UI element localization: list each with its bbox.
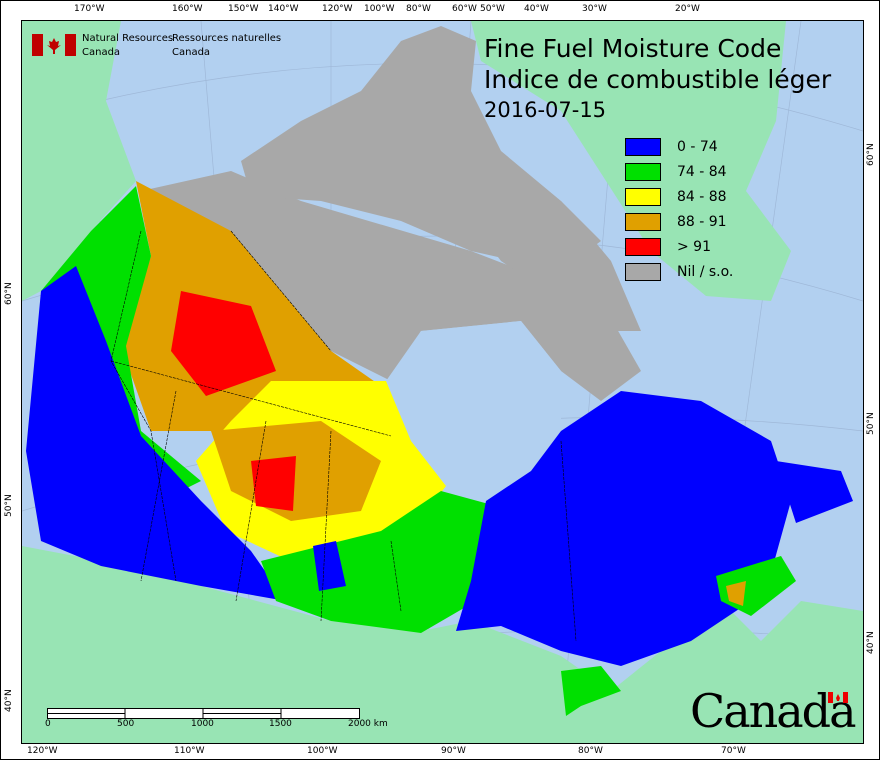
org-country-en: Canada xyxy=(82,47,121,58)
top-tick-label: 50°W xyxy=(480,4,505,14)
bottom-tick-label: 70°W xyxy=(721,746,746,756)
top-tick-label: 60°W xyxy=(452,4,477,14)
scale-label: 500 xyxy=(117,719,135,729)
legend-label: 0 - 74 xyxy=(677,138,718,155)
legend-label: 74 - 84 xyxy=(677,163,727,180)
legend-item: 0 - 74 xyxy=(625,134,733,159)
hudson-bay xyxy=(386,321,561,501)
legend-swatch xyxy=(625,237,661,256)
top-tick-label: 120°W xyxy=(322,4,353,14)
zone-74-84-central xyxy=(261,491,496,633)
bottom-tick-label: 120°W xyxy=(27,746,58,756)
scale-bar-graphic xyxy=(47,708,360,719)
alaska-land xyxy=(22,21,136,301)
org-name-en: Natural Resources xyxy=(82,33,174,44)
legend-item: > 91 xyxy=(625,234,733,259)
legend-swatch xyxy=(625,162,661,181)
top-tick-label: 40°W xyxy=(524,4,549,14)
legend-label: > 91 xyxy=(677,238,711,255)
top-tick-label: 20°W xyxy=(675,4,700,14)
legend-swatch xyxy=(625,262,661,281)
top-tick-label: 100°W xyxy=(364,4,395,14)
baffin-nodata xyxy=(471,171,641,331)
zone-74-84-ontario-south xyxy=(561,666,621,716)
bottom-tick-label: 100°W xyxy=(307,746,338,756)
legend-swatch xyxy=(625,212,661,231)
top-tick-label: 170°W xyxy=(74,4,105,14)
canada-wordmark: Canada xyxy=(690,684,857,738)
greenland-land xyxy=(471,21,791,301)
legend-label: 88 - 91 xyxy=(677,213,727,230)
title-fr: Indice de combustible léger xyxy=(484,65,832,94)
top-tick-label: 140°W xyxy=(268,4,299,14)
bottom-tick-label: 80°W xyxy=(578,746,603,756)
zone-88-91-maritimes xyxy=(726,581,746,606)
left-tick-label: 40°N xyxy=(4,689,14,712)
scale-bar: 0 500 1000 1500 2000 km xyxy=(45,705,388,729)
org-country-fr: Canada xyxy=(172,47,211,58)
right-tick-label: 60°N xyxy=(866,143,876,166)
zone-0-74-manitoba xyxy=(313,541,346,591)
right-tick-label: 40°N xyxy=(866,631,876,654)
legend-item: 74 - 84 xyxy=(625,159,733,184)
legend-item: 88 - 91 xyxy=(625,209,733,234)
left-tick-label: 60°N xyxy=(4,282,14,305)
top-tick-label: 80°W xyxy=(406,4,431,14)
legend-item: 84 - 88 xyxy=(625,184,733,209)
wordmark-flag-icon xyxy=(828,692,848,703)
bottom-tick-label: 110°W xyxy=(174,746,205,756)
scale-label: 1500 xyxy=(269,719,292,729)
scale-label: 2000 km xyxy=(348,719,388,729)
scale-label: 0 xyxy=(45,719,51,729)
map-canvas xyxy=(22,21,863,743)
map-date: 2016-07-15 xyxy=(484,98,607,122)
top-tick-label: 160°W xyxy=(172,4,203,14)
top-tick-label: 150°W xyxy=(228,4,259,14)
legend: 0 - 74 74 - 84 84 - 88 88 - 91 > 91 Nil / s.o… xyxy=(625,134,733,284)
canada-flag-icon xyxy=(32,34,76,56)
zone-gt91 xyxy=(171,291,276,396)
province-borders xyxy=(110,230,577,642)
legend-item: Nil / s.o. xyxy=(625,259,733,284)
bottom-tick-label: 90°W xyxy=(441,746,466,756)
legend-label: Nil / s.o. xyxy=(677,263,734,280)
usa-land xyxy=(22,546,863,743)
zone-0-74-west xyxy=(26,266,286,601)
zone-gt91-prairie xyxy=(251,456,296,511)
nunavut-nodata xyxy=(141,171,641,401)
legend-swatch xyxy=(625,187,661,206)
fire-weather-map[interactable] xyxy=(21,20,864,744)
zone-0-74-east xyxy=(456,391,791,666)
zone-0-74-newfoundland xyxy=(776,461,853,523)
zone-74-84-west xyxy=(41,186,201,501)
scale-label: 1000 xyxy=(191,719,214,729)
left-tick-label: 50°N xyxy=(4,494,14,517)
map-title: Fine Fuel Moisture Code Indice de combus… xyxy=(484,33,831,125)
right-tick-label: 50°N xyxy=(866,412,876,435)
top-tick-label: 30°W xyxy=(582,4,607,14)
title-en: Fine Fuel Moisture Code xyxy=(484,34,782,63)
legend-swatch xyxy=(625,137,661,156)
legend-label: 84 - 88 xyxy=(677,188,727,205)
org-name-fr: Ressources naturelles xyxy=(172,33,282,44)
